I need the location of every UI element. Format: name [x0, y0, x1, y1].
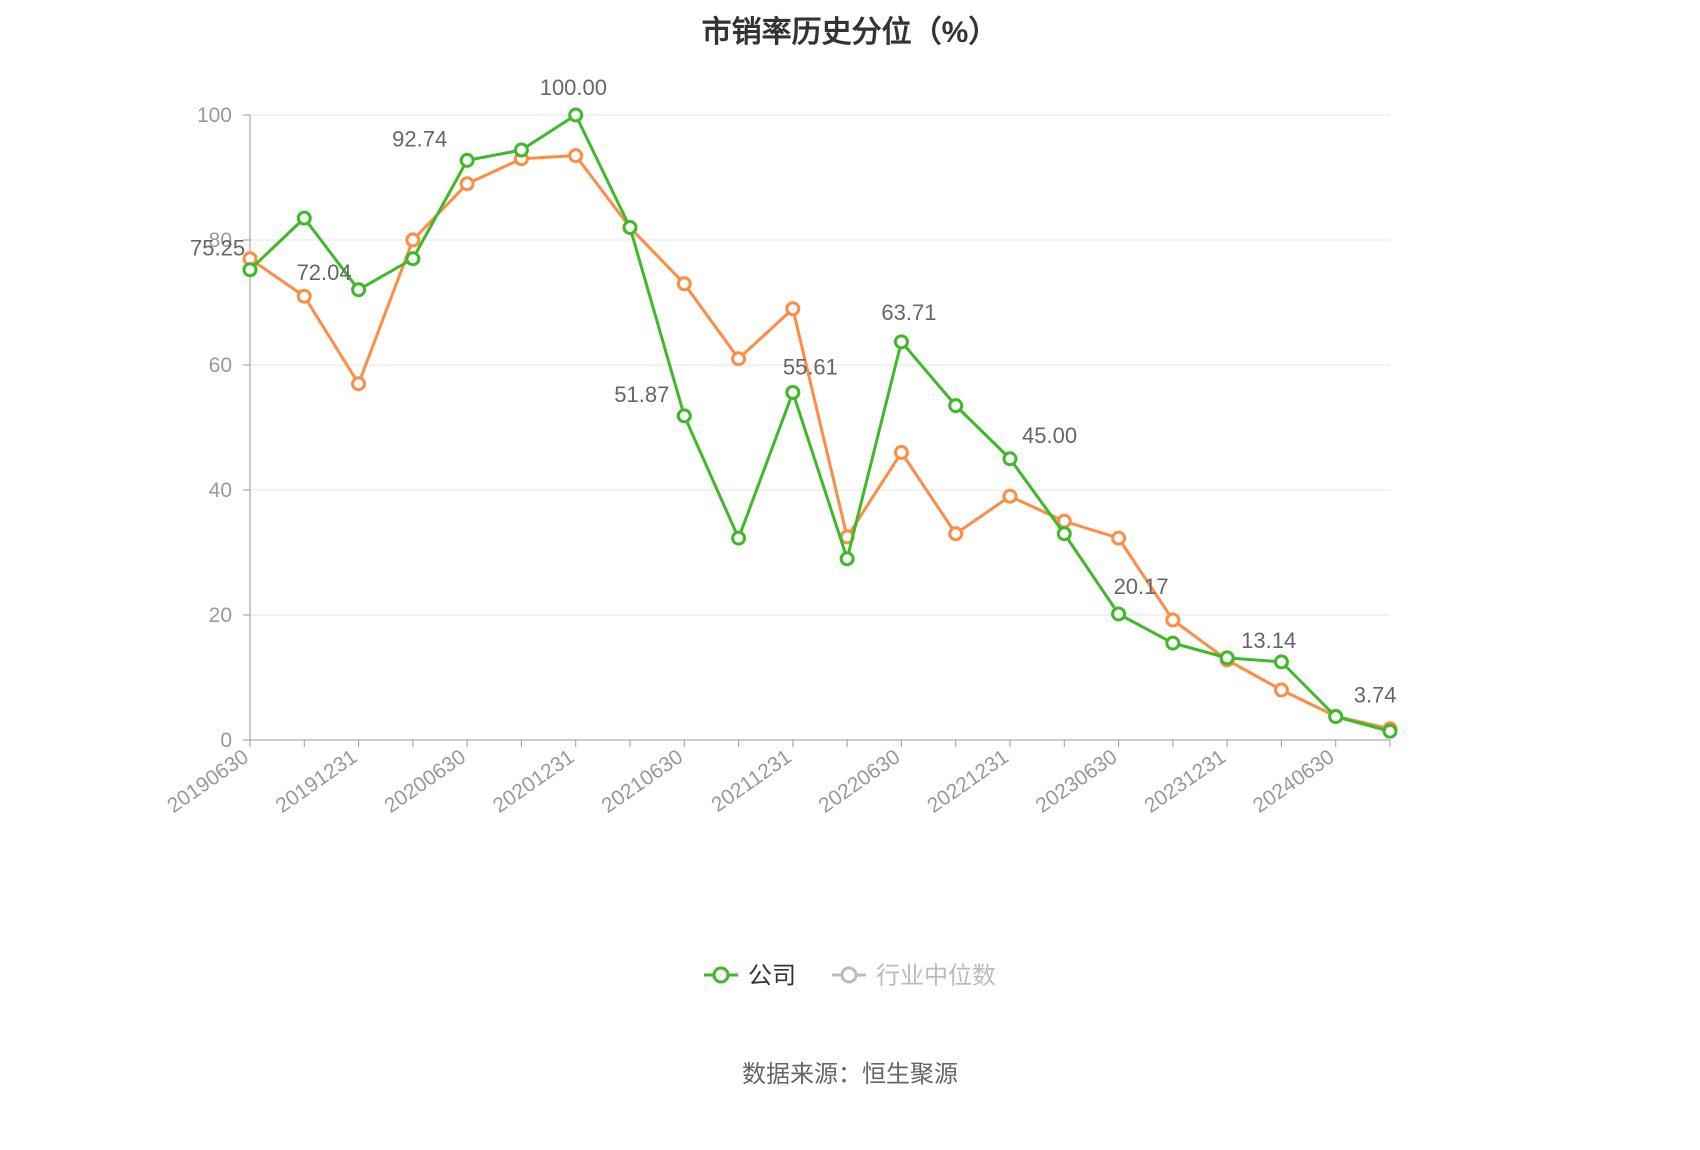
data-label: 13.14	[1241, 628, 1296, 653]
y-tick-label: 20	[209, 604, 232, 627]
series-marker-company	[787, 386, 799, 398]
series-marker-company	[298, 212, 310, 224]
legend-item-1[interactable]: 行业中位数	[832, 962, 996, 989]
data-label: 55.61	[783, 354, 838, 379]
x-tick-label: 20211231	[707, 745, 795, 817]
series-marker-company	[1004, 453, 1016, 465]
y-tick-label: 40	[209, 479, 232, 502]
x-tick-label: 20231231	[1140, 745, 1230, 817]
legend-item-0[interactable]: 公司	[704, 962, 796, 989]
series-marker-company	[733, 532, 745, 544]
series-marker-company	[515, 144, 527, 156]
x-tick-label: 20201231	[489, 745, 579, 817]
series-marker-company	[1330, 711, 1342, 723]
series-marker-company	[678, 410, 690, 422]
series-industry-median	[244, 150, 1396, 735]
series-marker-company	[1275, 656, 1287, 668]
data-label: 3.74	[1354, 683, 1397, 708]
line-chart: 市销率历史分位（%）020406080100201906302019123120…	[0, 0, 1700, 1150]
series-marker-company	[353, 284, 365, 296]
series-marker-industry-median	[407, 234, 419, 246]
data-source-label: 数据来源：恒生聚源	[742, 1061, 958, 1088]
legend: 公司 行业中位数	[704, 962, 996, 989]
series-marker-company	[1113, 608, 1125, 620]
series-marker-industry-median	[1275, 684, 1287, 696]
series-marker-industry-median	[1167, 614, 1179, 626]
data-label: 92.74	[392, 126, 447, 151]
series-marker-industry-median	[461, 178, 473, 190]
chart-title: 市销率历史分位（%）	[702, 15, 999, 49]
data-label: 63.71	[881, 300, 936, 325]
series-marker-company	[461, 154, 473, 166]
y-tick-label: 60	[209, 354, 232, 377]
x-tick-label: 20240630	[1249, 745, 1339, 817]
x-tick-label: 20190630	[163, 745, 253, 817]
series-marker-industry-median	[678, 278, 690, 290]
series-marker-company	[1384, 725, 1396, 737]
series-marker-company	[1167, 637, 1179, 649]
series-marker-company	[624, 222, 636, 234]
series-marker-industry-median	[895, 447, 907, 459]
series-marker-industry-median	[1113, 532, 1125, 544]
data-label: 72.04	[297, 260, 352, 285]
data-label: 20.17	[1114, 574, 1169, 599]
series-marker-industry-median	[787, 303, 799, 315]
legend-label: 行业中位数	[876, 962, 996, 989]
data-label: 100.00	[540, 75, 607, 100]
series-marker-company	[950, 400, 962, 412]
x-tick-label: 20210630	[597, 745, 687, 817]
series-marker-company	[841, 553, 853, 565]
legend-label: 公司	[748, 962, 796, 989]
x-tick-label: 20200630	[380, 745, 470, 817]
legend-marker-icon	[842, 968, 856, 982]
x-tick-labels: 20190630 2019123120200630 2020123120210630…	[163, 745, 1338, 817]
series-marker-industry-median	[298, 290, 310, 302]
series-marker-company	[1221, 652, 1233, 664]
series-company: 75.25 72.04 92.74 100.00 51.87 55.61 63.71 45.0…	[190, 75, 1397, 737]
series-marker-company	[1058, 528, 1070, 540]
data-label: 75.25	[190, 236, 245, 261]
legend-marker-icon	[714, 968, 728, 982]
series-marker-company	[570, 109, 582, 121]
x-tick-label: 20230630	[1032, 745, 1122, 817]
x-tick-label: 20191231	[272, 745, 362, 817]
series-marker-company	[895, 336, 907, 348]
data-label: 45.00	[1022, 423, 1077, 448]
series-marker-industry-median	[570, 150, 582, 162]
chart-container: 市销率历史分位（%）020406080100201906302019123120…	[0, 0, 1700, 1150]
x-tick-label: 20220630	[815, 745, 905, 817]
y-tick-label: 0	[220, 729, 232, 752]
y-tick-label: 100	[197, 104, 232, 127]
series-marker-industry-median	[950, 528, 962, 540]
x-tick-label: 20221231	[923, 745, 1013, 817]
series-marker-company	[407, 253, 419, 265]
series-marker-industry-median	[353, 378, 365, 390]
data-label: 51.87	[614, 382, 669, 407]
series-marker-industry-median	[1004, 490, 1016, 502]
series-marker-industry-median	[733, 353, 745, 365]
series-marker-company	[244, 264, 256, 276]
